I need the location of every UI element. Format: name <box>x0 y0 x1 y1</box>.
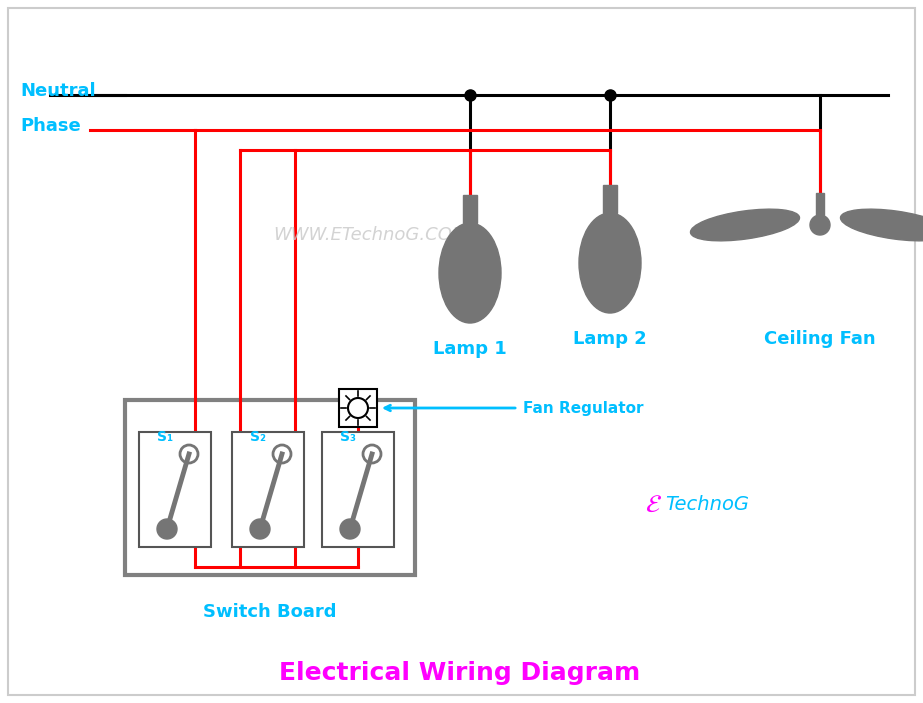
Bar <box>339 389 377 427</box>
Text: S₃: S₃ <box>340 430 356 444</box>
Bar <box>463 195 477 223</box>
Circle shape <box>250 519 270 539</box>
Bar <box>125 400 415 575</box>
Bar <box>603 185 617 213</box>
Ellipse shape <box>690 209 799 241</box>
Text: Phase: Phase <box>20 117 80 135</box>
Text: Fan Regulator: Fan Regulator <box>523 401 643 415</box>
Circle shape <box>348 398 368 418</box>
Text: WWW.ETechnoG.COM: WWW.ETechnoG.COM <box>273 226 467 244</box>
Circle shape <box>273 445 291 463</box>
Text: Electrical Wiring Diagram: Electrical Wiring Diagram <box>280 661 641 685</box>
Circle shape <box>810 215 830 235</box>
Text: Ceiling Fan: Ceiling Fan <box>764 330 876 348</box>
Ellipse shape <box>439 223 501 323</box>
Text: TechnoG: TechnoG <box>665 496 749 515</box>
Text: S₁: S₁ <box>157 430 174 444</box>
Text: Neutral: Neutral <box>20 82 96 100</box>
Text: S₂: S₂ <box>250 430 266 444</box>
Bar <box>816 193 824 215</box>
Bar <box>322 432 394 547</box>
Ellipse shape <box>579 213 641 313</box>
Bar <box>232 432 304 547</box>
Text: Switch Board: Switch Board <box>203 603 337 621</box>
Ellipse shape <box>841 209 923 241</box>
Text: $\mathcal{E}$: $\mathcal{E}$ <box>645 493 662 517</box>
Circle shape <box>363 445 381 463</box>
Bar <box>139 432 211 547</box>
Circle shape <box>340 519 360 539</box>
Circle shape <box>157 519 177 539</box>
Text: Lamp 1: Lamp 1 <box>433 340 507 358</box>
Text: Lamp 2: Lamp 2 <box>573 330 647 348</box>
Circle shape <box>180 445 198 463</box>
